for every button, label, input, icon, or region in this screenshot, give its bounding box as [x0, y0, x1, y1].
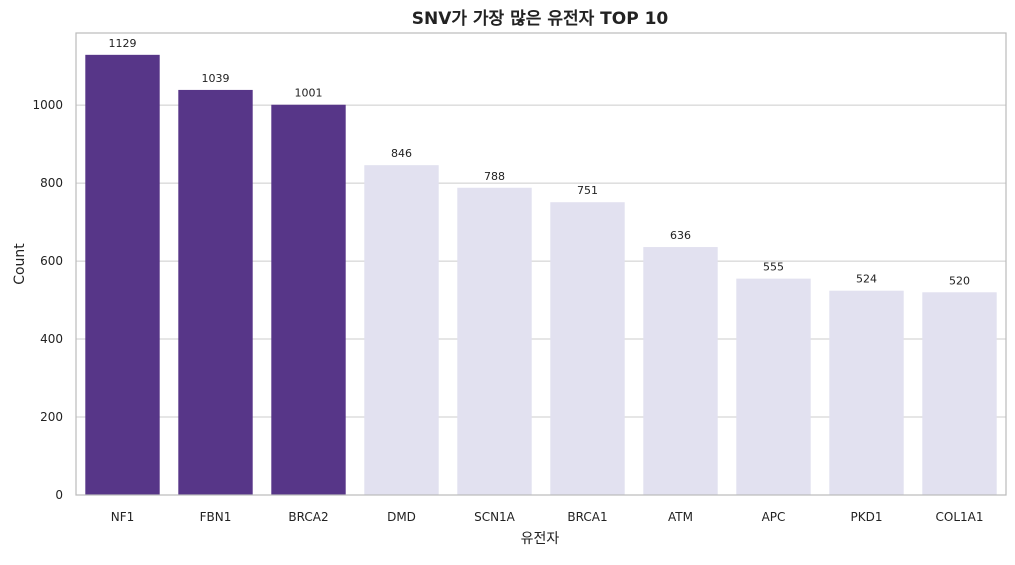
bar-scn1a	[457, 187, 532, 496]
bar-apc	[736, 278, 811, 495]
x-tick-label-apc: APC	[762, 510, 786, 524]
data-label-apc: 555	[763, 261, 784, 274]
x-tick-label-atm: ATM	[668, 510, 693, 524]
x-tick-label-col1a1: COL1A1	[936, 510, 984, 524]
y-tick-label: 800	[40, 176, 63, 190]
bar-col1a1	[922, 292, 997, 495]
y-axis-ticks: 0 200 400 600 800 1000	[32, 98, 63, 502]
bar-fbn1	[178, 89, 253, 496]
data-label-fbn1: 1039	[202, 72, 230, 85]
data-label-scn1a: 788	[484, 170, 505, 183]
bar-atm	[643, 247, 718, 495]
x-tick-label-scn1a: SCN1A	[474, 510, 516, 524]
data-labels: 1129 1039 1001 846 788 751 636 555 524 520	[109, 37, 971, 287]
data-label-brca2: 1001	[295, 87, 323, 100]
x-tick-label-brca2: BRCA2	[288, 510, 328, 524]
bar-brca2	[271, 104, 346, 496]
data-label-dmd: 846	[391, 147, 412, 160]
data-label-col1a1: 520	[949, 274, 970, 287]
y-tick-label: 1000	[32, 98, 63, 112]
x-tick-label-nf1: NF1	[111, 510, 135, 524]
plot-frame	[75, 32, 1007, 496]
bar-dmd	[364, 165, 439, 495]
y-tick-label: 0	[55, 488, 63, 502]
data-label-pkd1: 524	[856, 273, 877, 286]
chart-title: SNV가 가장 많은 유전자 TOP 10	[412, 9, 669, 29]
bar-pkd1	[829, 290, 904, 495]
y-axis-label: Count	[12, 243, 28, 285]
x-tick-label-dmd: DMD	[387, 510, 416, 524]
bar-nf1	[85, 54, 160, 495]
data-label-brca1: 751	[577, 184, 598, 197]
bars	[85, 54, 997, 496]
y-tick-label: 400	[40, 332, 63, 346]
x-tick-label-brca1: BRCA1	[567, 510, 607, 524]
x-tick-label-fbn1: FBN1	[200, 510, 232, 524]
y-tick-label: 600	[40, 254, 63, 268]
data-label-nf1: 1129	[109, 37, 137, 50]
bar-brca1	[550, 202, 625, 495]
data-label-atm: 636	[670, 229, 691, 242]
y-tick-label: 200	[40, 410, 63, 424]
x-axis-label: 유전자	[521, 531, 560, 547]
x-axis-ticks: NF1 FBN1 BRCA2 DMD SCN1A BRCA1 ATM APC PKD1 COL1A…	[111, 510, 984, 524]
x-tick-label-pkd1: PKD1	[851, 510, 883, 524]
